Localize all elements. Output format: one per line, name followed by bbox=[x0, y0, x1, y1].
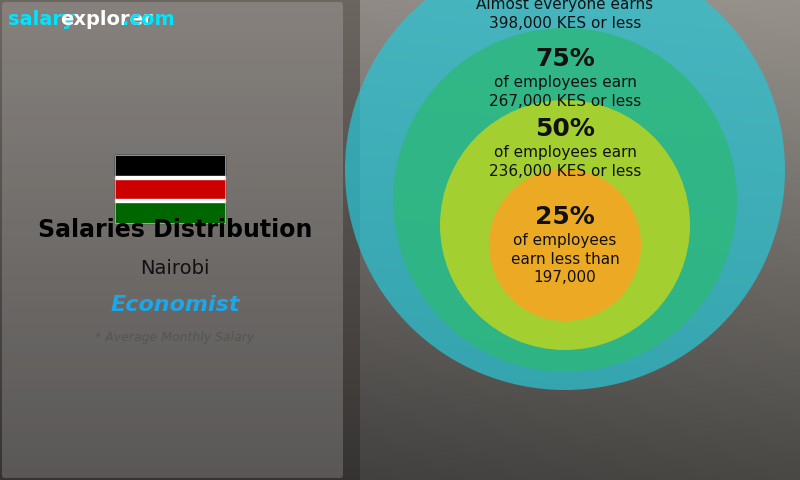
Bar bbox=[115, 199, 225, 202]
FancyBboxPatch shape bbox=[2, 2, 343, 478]
Bar bbox=[115, 155, 225, 223]
Bar bbox=[115, 200, 225, 223]
Text: 398,000 KES or less: 398,000 KES or less bbox=[489, 15, 641, 31]
Text: 236,000 KES or less: 236,000 KES or less bbox=[489, 164, 641, 179]
Circle shape bbox=[393, 28, 737, 372]
Bar bbox=[115, 155, 225, 178]
Bar bbox=[115, 176, 225, 179]
Circle shape bbox=[489, 169, 641, 321]
Circle shape bbox=[345, 0, 785, 390]
Text: salary: salary bbox=[8, 10, 74, 29]
Text: 50%: 50% bbox=[535, 118, 595, 142]
Text: Economist: Economist bbox=[110, 295, 240, 315]
Bar bbox=[115, 178, 225, 200]
Text: 25%: 25% bbox=[535, 205, 595, 229]
Text: of employees: of employees bbox=[514, 233, 617, 249]
Text: 197,000: 197,000 bbox=[534, 269, 596, 285]
Text: of employees earn: of employees earn bbox=[494, 145, 637, 160]
Text: .com: .com bbox=[122, 10, 174, 29]
Text: explorer: explorer bbox=[60, 10, 153, 29]
Text: 75%: 75% bbox=[535, 47, 595, 71]
Text: 267,000 KES or less: 267,000 KES or less bbox=[489, 94, 641, 108]
Circle shape bbox=[440, 100, 690, 350]
Text: of employees earn: of employees earn bbox=[494, 74, 637, 89]
Text: earn less than: earn less than bbox=[510, 252, 619, 266]
Text: Almost everyone earns: Almost everyone earns bbox=[477, 0, 654, 12]
Text: Salaries Distribution: Salaries Distribution bbox=[38, 218, 312, 242]
Text: * Average Monthly Salary: * Average Monthly Salary bbox=[95, 332, 254, 345]
Text: Nairobi: Nairobi bbox=[140, 259, 210, 277]
